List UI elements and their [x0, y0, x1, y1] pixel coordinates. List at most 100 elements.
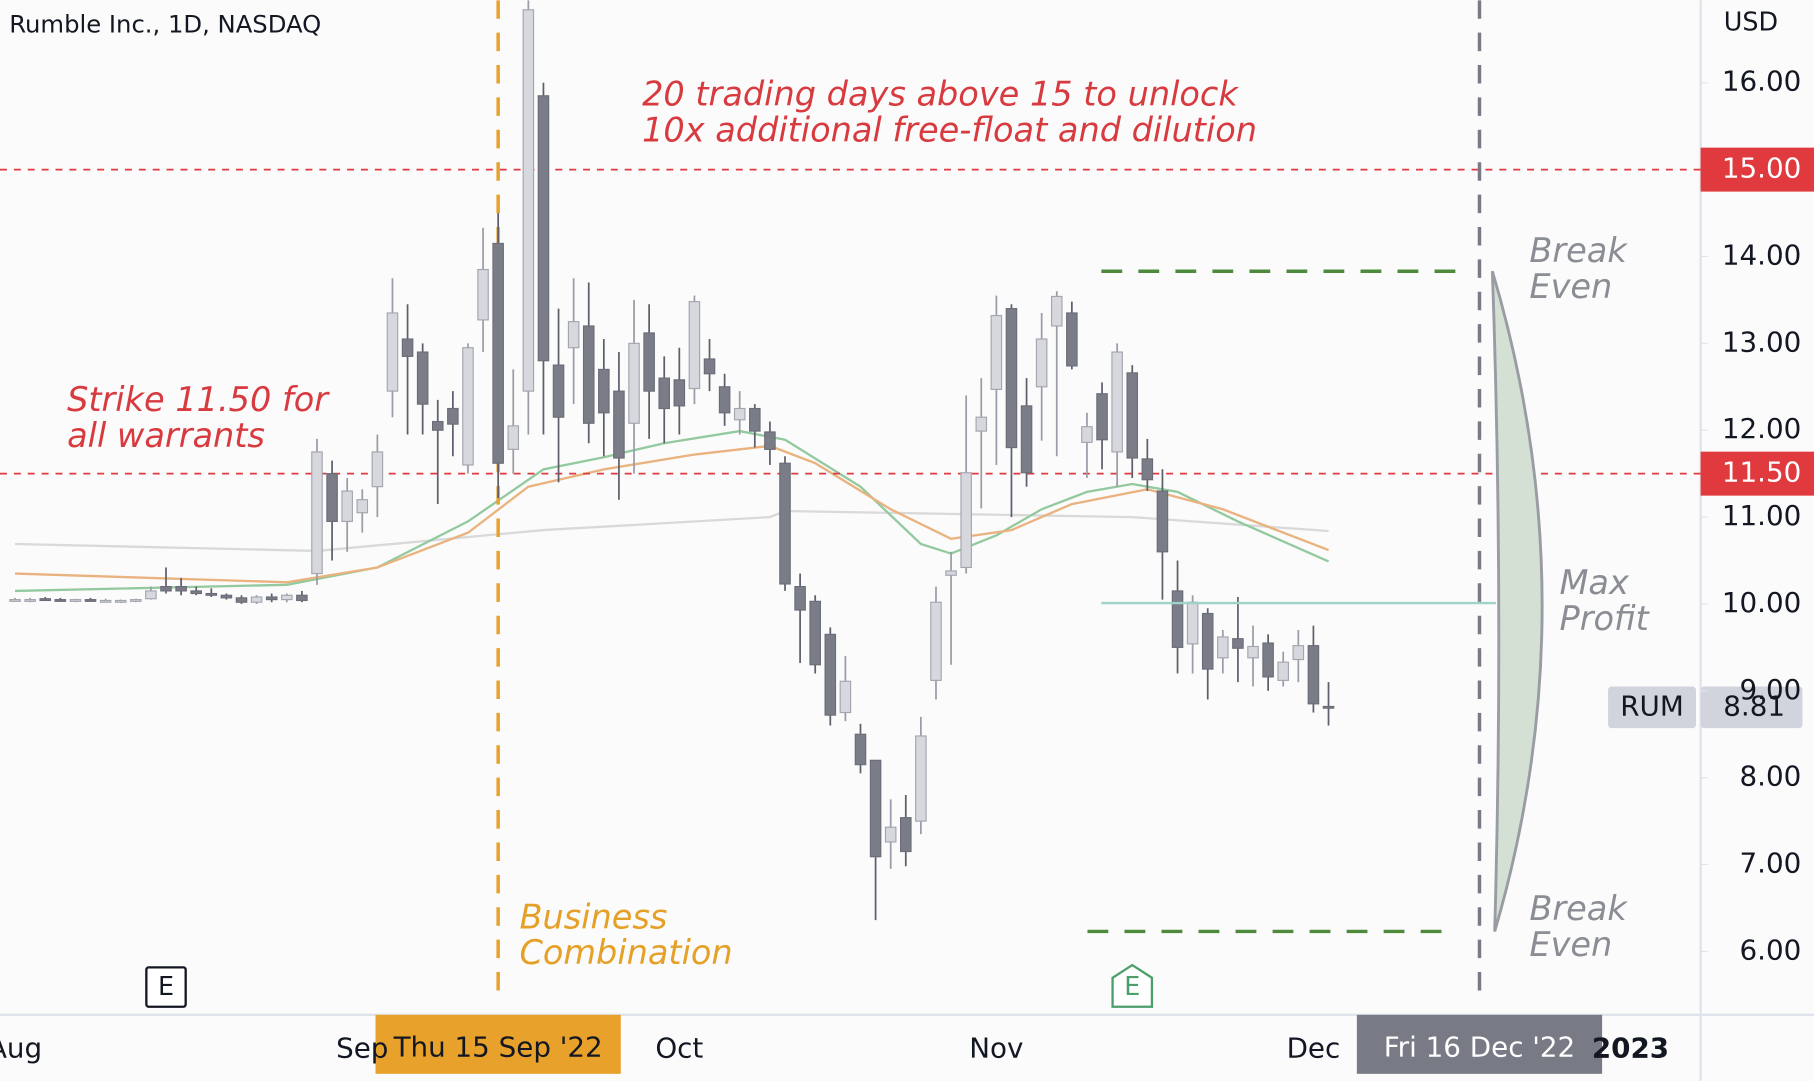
y-tick-label: 6.00 [1739, 933, 1801, 966]
candle-body [975, 416, 988, 432]
candle-body [552, 364, 565, 418]
candle-body [477, 268, 489, 321]
price-label: 11.50 [1722, 456, 1801, 489]
earnings-marker [145, 966, 187, 1008]
date-label: Thu 15 Sep '22 [393, 1030, 603, 1063]
candle-body [99, 599, 112, 603]
candle-body [311, 451, 323, 575]
candle-body [190, 590, 202, 595]
date-label-box [375, 1014, 621, 1074]
candle-body [613, 390, 625, 459]
candle-body [522, 9, 535, 392]
symbol-box [1608, 686, 1696, 729]
candle-body [945, 570, 957, 576]
candle-body [1292, 645, 1305, 661]
y-tick-label: 11.00 [1722, 499, 1801, 532]
x-tick-label: 2023 [1592, 1032, 1669, 1065]
annotation: Combination [519, 933, 732, 972]
candle-body [24, 599, 36, 602]
candle-body [749, 407, 761, 432]
candle-body [1322, 705, 1335, 709]
candle-body [1171, 590, 1184, 648]
candle-body [809, 600, 821, 666]
y-tick-label: 8.00 [1739, 760, 1801, 793]
earnings-marker [1111, 963, 1154, 1008]
candle-body [1035, 338, 1048, 388]
date-label-box [1356, 1014, 1603, 1074]
candle-body [869, 759, 882, 858]
y-tick-label: 16.00 [1722, 65, 1801, 98]
annotation: Even [1529, 267, 1612, 306]
candle-body [235, 597, 248, 603]
candle-body [915, 735, 927, 822]
candle-body [884, 826, 897, 843]
candle-body [160, 585, 172, 592]
annotation: 10x additional free-float and dilution [642, 111, 1257, 150]
candle-body [537, 95, 550, 362]
candle-body [1201, 612, 1214, 670]
candle-body [130, 599, 142, 602]
symbol-label: RUM [1620, 689, 1684, 722]
last-price-box [1700, 686, 1803, 729]
candle-body [386, 312, 399, 392]
x-tick-label: Sep [336, 1032, 388, 1065]
candle-body [39, 598, 52, 602]
y-tick-label: 12.00 [1722, 412, 1801, 445]
candle-body [1277, 661, 1290, 681]
price-label: 15.00 [1722, 152, 1801, 185]
earnings-label: E [1124, 972, 1140, 1002]
candle-body [764, 431, 776, 450]
candle-body [416, 351, 429, 405]
last-price-label: 8.81 [1723, 689, 1785, 722]
candle-body [1217, 636, 1229, 659]
candle-body [703, 358, 716, 375]
candle-body [1262, 642, 1274, 678]
candle-body [794, 585, 806, 611]
x-tick-label: Dec [1287, 1032, 1341, 1065]
candle-body [582, 325, 595, 424]
chart-title: Rumble Inc., 1D, NASDAQ [9, 10, 321, 39]
annotation: all warrants [67, 416, 265, 455]
candle-body [281, 594, 293, 601]
x-tick-label: Oct [655, 1032, 703, 1065]
earnings-label: E [158, 972, 174, 1002]
candle-body [326, 473, 338, 523]
candle-body [1307, 645, 1320, 705]
candle-body [1247, 645, 1259, 659]
annotation: Strike 11.50 for [67, 380, 330, 419]
candle-body [462, 347, 474, 466]
candle-body [1066, 312, 1078, 367]
candle-body [824, 633, 837, 716]
price-label-box [1700, 147, 1814, 192]
candle-body [69, 599, 82, 602]
y-tick-label: 10.00 [1722, 586, 1801, 619]
candle-body [718, 386, 731, 414]
candle-body [1050, 295, 1063, 327]
x-tick-label: Nov [969, 1032, 1023, 1065]
candle-body [371, 451, 384, 488]
date-label: Fri 16 Dec '22 [1384, 1030, 1575, 1063]
candle-body [1141, 458, 1154, 481]
candle-body [356, 499, 369, 514]
moving-average [15, 429, 1330, 593]
candle-body [9, 599, 21, 602]
candle-body [658, 377, 671, 410]
candle-body [205, 592, 218, 596]
candle-body [84, 599, 97, 602]
profit-zone [1490, 270, 1544, 932]
candle-body [492, 242, 504, 464]
candle-body [447, 407, 459, 425]
y-tick-label: 9.00 [1739, 673, 1801, 706]
overlay: 15.00 11.50 Thu 15 Sep '22 Fri 16 Dec '22 Br… [67, 75, 1814, 1074]
y-axis-label: USD [1724, 7, 1778, 37]
y-tick-label: 7.00 [1739, 847, 1801, 880]
candle-body [673, 379, 686, 407]
annotation: Profit [1559, 599, 1650, 638]
candle-body [960, 472, 972, 569]
x-tick-label: Aug [0, 1032, 42, 1065]
candle-body [779, 462, 791, 585]
candle-body [114, 599, 127, 603]
candle-body [1096, 393, 1108, 441]
